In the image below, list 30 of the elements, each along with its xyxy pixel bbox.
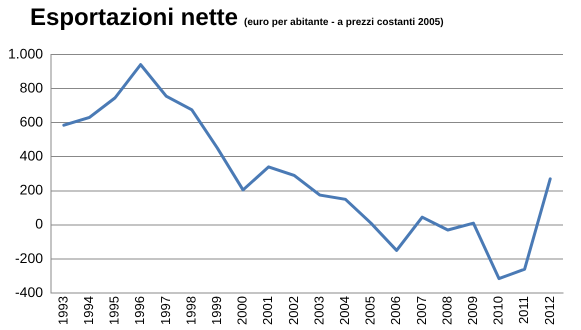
y-tick-label: 1.000 xyxy=(8,45,44,62)
x-tick-label: 2010 xyxy=(490,296,506,325)
x-tick-label: 2001 xyxy=(260,296,276,325)
x-tick-label: 2004 xyxy=(336,296,352,325)
x-tick-label: 2009 xyxy=(464,296,480,325)
x-tick-label: 2000 xyxy=(234,296,250,325)
x-tick-label: 2012 xyxy=(542,296,557,325)
x-tick-label: 1996 xyxy=(132,296,148,325)
x-tick-label: 1993 xyxy=(55,296,70,325)
y-tick-label: -400 xyxy=(15,284,44,300)
x-tick-label: 2011 xyxy=(516,296,532,324)
x-tick-label: 2003 xyxy=(311,296,326,325)
chart-subtitle: (euro per abitante - a prezzi costanti 2005) xyxy=(244,17,444,28)
x-tick-label: 1997 xyxy=(158,296,173,325)
y-tick-label: -200 xyxy=(15,250,44,266)
x-tick-label: 2008 xyxy=(439,296,454,325)
y-tick-label: 0 xyxy=(35,216,44,232)
y-tick-label: 800 xyxy=(20,79,44,96)
y-tick-label: 400 xyxy=(20,148,44,164)
x-tick-label: 1995 xyxy=(106,296,122,325)
x-tick-label: 1998 xyxy=(183,296,198,325)
x-tick-label: 1994 xyxy=(81,296,96,325)
x-tick-label: 2007 xyxy=(414,296,429,325)
x-tick-label: 1999 xyxy=(209,296,224,325)
y-tick-label: 600 xyxy=(20,113,44,130)
x-tick-label: 2006 xyxy=(388,296,404,325)
y-tick-label: 200 xyxy=(20,182,44,198)
x-tick-label: 2002 xyxy=(286,296,301,325)
chart-title: Esportazioni nette xyxy=(30,4,238,31)
x-tick-label: 2005 xyxy=(362,296,378,325)
